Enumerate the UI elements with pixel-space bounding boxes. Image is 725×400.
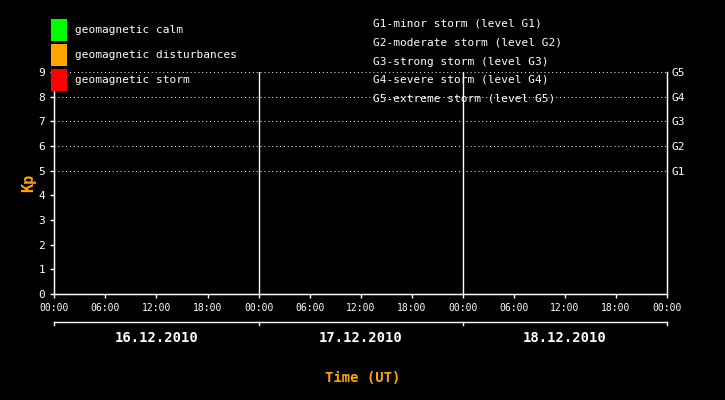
Text: 16.12.2010: 16.12.2010 (115, 331, 199, 345)
Text: G2-moderate storm (level G2): G2-moderate storm (level G2) (373, 38, 563, 48)
Y-axis label: Kp: Kp (21, 174, 36, 192)
Text: geomagnetic disturbances: geomagnetic disturbances (75, 50, 237, 60)
Text: 17.12.2010: 17.12.2010 (319, 331, 402, 345)
Text: G5-extreme storm (level G5): G5-extreme storm (level G5) (373, 94, 555, 104)
Text: geomagnetic calm: geomagnetic calm (75, 25, 183, 35)
Text: G3-strong storm (level G3): G3-strong storm (level G3) (373, 57, 549, 67)
Text: Time (UT): Time (UT) (325, 371, 400, 385)
Text: G4-severe storm (level G4): G4-severe storm (level G4) (373, 75, 549, 85)
Text: G1-minor storm (level G1): G1-minor storm (level G1) (373, 19, 542, 29)
Text: 18.12.2010: 18.12.2010 (523, 331, 607, 345)
Text: geomagnetic storm: geomagnetic storm (75, 75, 190, 85)
